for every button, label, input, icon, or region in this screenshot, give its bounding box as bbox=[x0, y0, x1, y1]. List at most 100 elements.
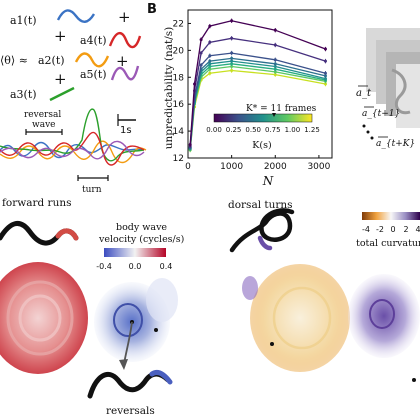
x-tick-label: 2000 bbox=[264, 162, 287, 172]
mode-a5-wave bbox=[110, 65, 140, 81]
frame-label-at: a_t bbox=[356, 88, 372, 99]
data-point bbox=[230, 51, 234, 55]
plus-sign: + bbox=[54, 70, 67, 88]
data-point bbox=[323, 71, 327, 75]
panel-b: B unpredictability (nat/s) N 12 14 16 18 20 2… bbox=[147, 2, 333, 188]
y-tick-label: 16 bbox=[173, 100, 185, 110]
mode-a4-wave bbox=[108, 32, 142, 49]
k-colorbar-tick: 0.50 bbox=[245, 126, 261, 134]
worm-silhouette bbox=[391, 68, 411, 115]
reversal-label: reversal bbox=[24, 110, 61, 120]
data-point bbox=[188, 143, 192, 147]
e-cb-tick: 0 bbox=[390, 225, 395, 234]
data-point bbox=[208, 62, 212, 66]
data-point bbox=[273, 28, 277, 32]
data-point bbox=[323, 47, 327, 51]
turn-marker bbox=[270, 342, 274, 346]
e-cb-tick: -4 bbox=[362, 225, 370, 234]
d-colorbar-title: body wave bbox=[116, 222, 167, 233]
k-colorbar-tick: 0.75 bbox=[265, 126, 281, 134]
curvature-cluster bbox=[250, 264, 350, 372]
data-point bbox=[323, 74, 327, 78]
data-point bbox=[208, 71, 212, 75]
kstar-marker bbox=[272, 113, 276, 117]
x-tick-label: 1000 bbox=[220, 162, 243, 172]
x-tick-label: 3000 bbox=[307, 162, 330, 172]
chart-xlabel: N bbox=[262, 174, 274, 188]
k-colorbar-tick: 0.25 bbox=[226, 126, 242, 134]
theta-label: ⟨θ⟩ ≈ bbox=[0, 54, 28, 67]
x-tick-label: 0 bbox=[185, 162, 191, 172]
reversals-label: reversals bbox=[106, 405, 155, 417]
kstar-annotation: K* = 11 frames bbox=[246, 104, 317, 114]
worm-reversal bbox=[87, 371, 171, 399]
mode-a1-wave bbox=[56, 9, 96, 23]
data-point bbox=[208, 24, 212, 28]
worm-dorsal-turn bbox=[229, 208, 295, 253]
d-colorbar bbox=[104, 248, 166, 257]
y-tick-label: 12 bbox=[173, 154, 184, 164]
data-point bbox=[230, 36, 234, 40]
data-point bbox=[273, 58, 277, 62]
data-point bbox=[323, 77, 327, 81]
dorsal-turns-label: dorsal turns bbox=[228, 199, 293, 211]
mode-label-a3: a3(t) bbox=[10, 88, 37, 101]
data-point bbox=[208, 67, 212, 71]
scale-label: 1s bbox=[120, 125, 132, 136]
d-cb-tick: 0.0 bbox=[129, 262, 142, 271]
turn-label: turn bbox=[82, 185, 102, 195]
data-point bbox=[208, 65, 212, 69]
data-point bbox=[208, 59, 212, 63]
data-point bbox=[208, 54, 212, 58]
e-colorbar-title: total curvatur bbox=[356, 238, 420, 249]
frame-label-at1: a_{t+1} bbox=[362, 109, 400, 119]
data-point bbox=[273, 43, 277, 47]
mode-label-a1: a1(t) bbox=[10, 14, 37, 27]
e-cb-tick: 4 bbox=[415, 225, 420, 234]
data-point bbox=[199, 38, 203, 42]
ts-a2 bbox=[0, 140, 147, 164]
mode-a3-wave bbox=[49, 86, 75, 102]
d-colorbar-title2: velocity (cycles/s) bbox=[98, 234, 184, 245]
frame-label-atk: a_{t+K} bbox=[376, 139, 415, 149]
wave-label: wave bbox=[32, 120, 55, 130]
data-point bbox=[208, 40, 212, 44]
y-tick-label: 22 bbox=[173, 19, 184, 29]
data-point bbox=[273, 67, 277, 71]
ts-a1 bbox=[0, 141, 145, 159]
plus-sign: + bbox=[54, 27, 67, 45]
mode-label-a2: a2(t) bbox=[38, 54, 65, 67]
e-cb-tick: -2 bbox=[376, 225, 384, 234]
mode-a2-wave bbox=[74, 52, 110, 68]
y-tick-label: 20 bbox=[173, 46, 185, 56]
turn-cluster bbox=[348, 274, 420, 358]
data-point bbox=[230, 59, 234, 63]
e-colorbar bbox=[362, 212, 420, 220]
data-point bbox=[323, 59, 327, 63]
data-point bbox=[199, 51, 203, 55]
data-point bbox=[230, 19, 234, 23]
chart-frame bbox=[187, 9, 333, 159]
data-point bbox=[230, 56, 234, 60]
k-colorbar-tick: 0.00 bbox=[206, 126, 222, 134]
data-point bbox=[273, 65, 277, 69]
d-cb-tick: 0.4 bbox=[160, 262, 173, 271]
ts-a5 bbox=[0, 140, 145, 160]
mode-label-a4: a4(t) bbox=[80, 34, 107, 47]
data-point bbox=[273, 70, 277, 74]
ts-a3 bbox=[0, 108, 145, 162]
data-point bbox=[273, 62, 277, 66]
data-point bbox=[193, 82, 197, 86]
data-point bbox=[230, 65, 234, 69]
y-tick-label: 14 bbox=[173, 127, 185, 137]
panel-a: a1(t) + a4(t) + ⟨θ⟩ ≈ a2(t) + a5(t) + a3… bbox=[0, 8, 147, 195]
data-point bbox=[323, 82, 327, 86]
k-colorbar-tick: 1.25 bbox=[304, 126, 320, 134]
forward-runs-label: forward runs bbox=[2, 197, 72, 209]
y-tick-label: 18 bbox=[173, 73, 185, 83]
panel-d: forward runs body wave velocity (cycles/… bbox=[0, 197, 184, 417]
panel-b-label: B bbox=[147, 2, 157, 17]
data-point bbox=[230, 62, 234, 66]
chart-ylabel: unpredictability (nat/s) bbox=[163, 27, 175, 150]
data-point bbox=[273, 73, 277, 77]
